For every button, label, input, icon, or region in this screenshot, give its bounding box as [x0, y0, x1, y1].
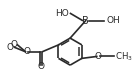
Text: O: O — [95, 52, 102, 61]
Text: OH: OH — [107, 16, 121, 25]
Text: HO: HO — [55, 9, 69, 18]
Text: CH$_3$: CH$_3$ — [115, 50, 133, 63]
Text: O: O — [6, 43, 13, 52]
Text: O: O — [11, 40, 18, 49]
Text: O: O — [23, 47, 30, 56]
Text: B: B — [82, 16, 89, 26]
Text: O: O — [38, 62, 45, 71]
